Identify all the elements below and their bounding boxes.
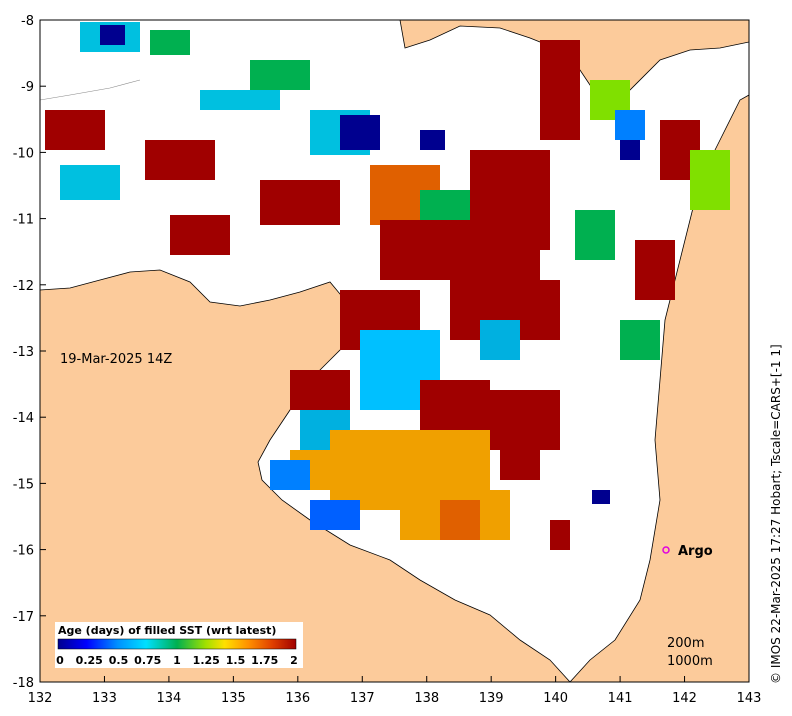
y-tick-label: -17 [13,610,34,625]
colorbar-tick-label: 1.75 [251,654,278,667]
colorbar-gradient [57,638,297,650]
y-axis: -8 -9 -10 -11 -12 -13 -14 -15 -16 -17 -18 [13,14,46,691]
argo-marker-icon[interactable] [662,546,670,554]
y-tick-label: -18 [13,676,34,691]
y-tick-label: -16 [13,544,34,559]
x-tick-label: 141 [608,691,633,706]
y-tick-label: -9 [21,80,34,95]
argo-label: Argo [678,544,713,559]
y-tick-label: -11 [13,213,34,228]
sst-age-patches [45,22,730,550]
date-label: 19-Mar-2025 14Z [60,352,172,367]
x-tick-label: 137 [350,691,375,706]
colorbar-tick-label: 1 [173,654,181,667]
depth-label-200m: 200m [667,636,704,651]
colorbar-tick-label: 0.75 [134,654,161,667]
x-tick-label: 138 [414,691,439,706]
colorbar-tick-label: 1.25 [193,654,220,667]
colorbar-ticks: 0 0.25 0.5 0.75 1 1.25 1.5 1.75 2 [56,654,298,667]
depth-contour [40,79,141,101]
x-tick-label: 132 [28,691,53,706]
colorbar-tick-label: 1.5 [226,654,246,667]
colorbar-tick-label: 2 [290,654,298,667]
y-tick-label: -12 [13,279,34,294]
x-tick-label: 140 [543,691,568,706]
x-tick-label: 142 [672,691,697,706]
colorbar-title: Age (days) of filled SST (wrt latest) [58,624,276,637]
x-tick-label: 139 [479,691,504,706]
y-tick-label: -8 [21,14,34,29]
x-tick-label: 143 [737,691,762,706]
depth-label-1000m: 1000m [667,654,713,669]
y-tick-label: -14 [13,411,34,426]
x-tick-label: 133 [92,691,117,706]
y-tick-label: -13 [13,345,34,360]
x-tick-label: 135 [221,691,246,706]
y-tick-label: -10 [13,146,34,161]
colorbar-tick-label: 0 [56,654,64,667]
colorbar-tick-label: 0.5 [109,654,129,667]
credit-text: © IMOS 22-Mar-2025 17:27 Hobart; Tscale=… [769,344,783,684]
x-tick-label: 136 [285,691,310,706]
y-tick-label: -15 [13,477,34,492]
colorbar-tick-label: 0.25 [76,654,103,667]
x-axis: 132 133 134 135 136 137 138 139 140 141 142 143 [28,676,762,706]
x-tick-label: 134 [156,691,181,706]
